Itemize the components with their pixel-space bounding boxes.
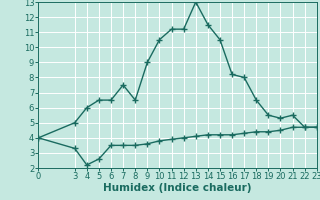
X-axis label: Humidex (Indice chaleur): Humidex (Indice chaleur) [103,183,252,193]
